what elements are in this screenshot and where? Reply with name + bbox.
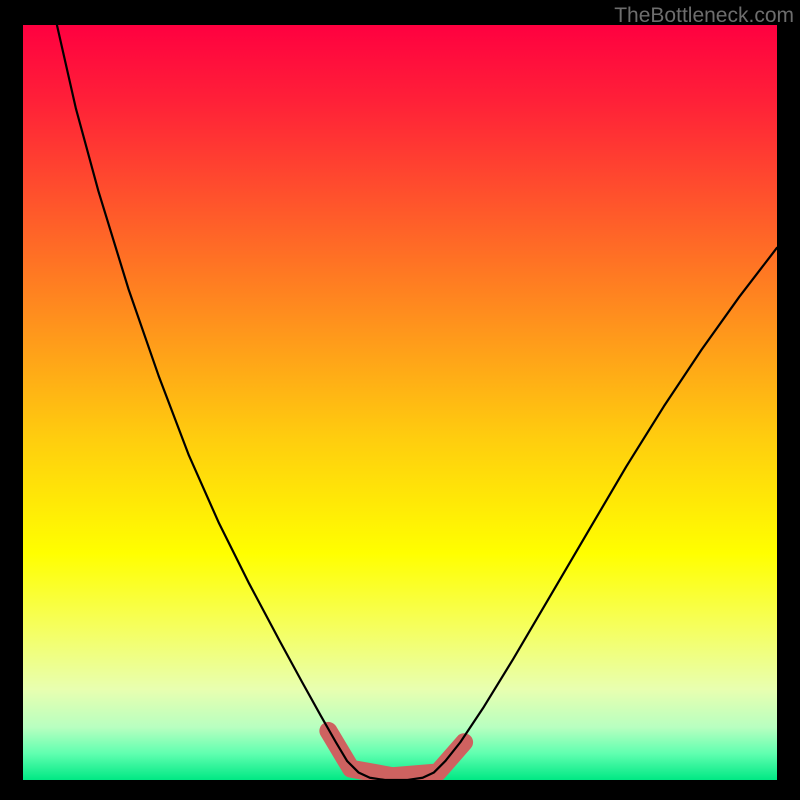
plot-background (23, 25, 777, 780)
chart-stage: TheBottleneck.com (0, 0, 800, 800)
watermark-label: TheBottleneck.com (614, 4, 794, 28)
chart-svg (0, 0, 800, 800)
